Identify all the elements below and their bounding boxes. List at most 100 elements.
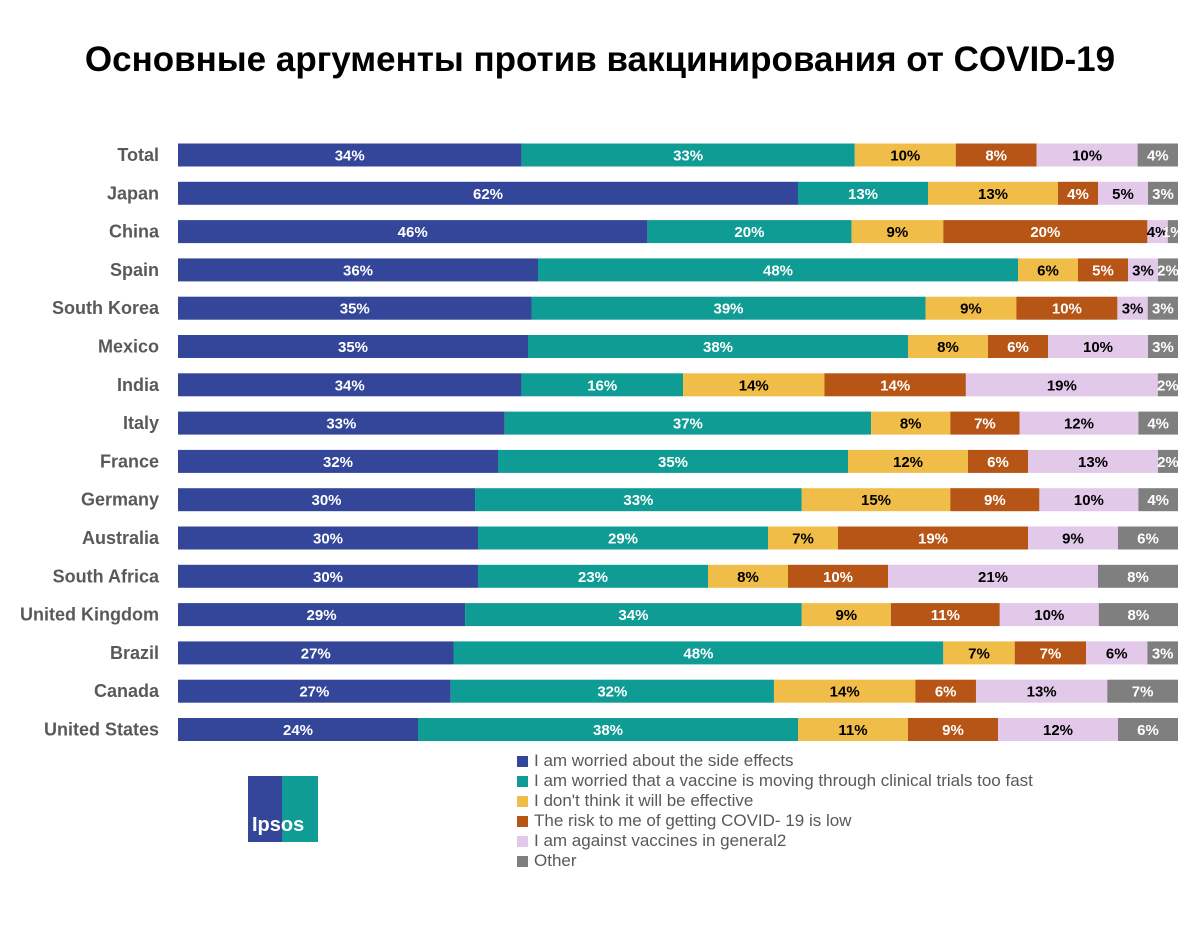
bar-segment-india-s0 (178, 373, 522, 397)
data-label-canada-s5: 7% (1132, 684, 1154, 701)
data-label-total-s1: 33% (673, 148, 703, 165)
data-label-china-s2: 9% (887, 224, 909, 241)
data-label-united-kingdom-s2: 9% (835, 607, 857, 624)
data-label-brazil-s2: 7% (968, 645, 990, 662)
data-label-germany-s0: 30% (311, 492, 341, 509)
category-label-south-korea: South Korea (52, 298, 160, 318)
data-label-canada-s1: 32% (597, 684, 627, 701)
data-label-brazil-s5: 3% (1152, 645, 1174, 662)
legend-swatch (517, 775, 528, 787)
data-label-japan-s4: 5% (1112, 186, 1134, 203)
data-label-spain-s2: 6% (1037, 262, 1059, 279)
data-label-mexico-s4: 10% (1083, 339, 1113, 356)
data-label-brazil-s3: 7% (1040, 645, 1062, 662)
legend-swatch (517, 815, 528, 827)
data-label-china-s1: 20% (734, 224, 764, 241)
bar-segment-spain-s1 (538, 258, 1018, 282)
bar-segment-australia-s5 (1118, 526, 1178, 550)
data-label-total-s5: 4% (1147, 148, 1169, 165)
data-label-united-states-s1: 38% (593, 722, 623, 739)
bar-segment-india-s1 (521, 373, 684, 397)
bar-segment-united-states-s3 (908, 718, 998, 741)
data-label-italy-s5: 4% (1147, 416, 1169, 433)
data-label-italy-s2: 8% (900, 416, 922, 433)
bar-segment-canada-s1 (450, 679, 774, 703)
data-label-italy-s3: 7% (974, 416, 996, 433)
data-label-canada-s4: 13% (1027, 684, 1057, 701)
legend-item: The risk to me of getting COVID- 19 is l… (517, 811, 1033, 831)
logo-text: Ipsos (252, 814, 305, 836)
data-label-china-s3: 20% (1030, 224, 1060, 241)
data-label-united-states-s5: 6% (1137, 722, 1159, 739)
bar-segment-australia-s1 (478, 526, 768, 550)
bar-segment-france-s4 (1028, 449, 1158, 473)
data-label-south-africa-s2: 8% (737, 569, 759, 586)
legend-item: Other (517, 851, 1033, 871)
bar-segment-south-korea-s5 (1147, 296, 1178, 320)
legend-swatch (517, 835, 528, 847)
data-label-china-s0: 46% (398, 224, 428, 241)
data-label-south-korea-s1: 39% (713, 301, 743, 318)
data-label-france-s0: 32% (323, 454, 353, 471)
data-label-south-africa-s3: 10% (823, 569, 853, 586)
legend-item: I am against vaccines in general2 (517, 831, 1033, 851)
bar-segment-south-africa-s3 (788, 564, 888, 588)
bar-segment-canada-s3 (915, 679, 976, 703)
data-label-united-kingdom-s0: 29% (307, 607, 337, 624)
bar-segment-japan-s0 (178, 181, 798, 205)
data-label-south-korea-s3: 10% (1052, 301, 1082, 318)
category-label-japan: Japan (107, 183, 159, 203)
bar-segment-total-s0 (178, 143, 522, 167)
data-label-china-s4: 4% (1147, 224, 1169, 241)
bar-segment-south-korea-s2 (925, 296, 1017, 320)
bar-segment-south-africa-s5 (1098, 564, 1178, 588)
bar-segment-france-s1 (498, 449, 848, 473)
data-label-australia-s5: 6% (1137, 531, 1159, 548)
legend-label: The risk to me of getting COVID- 19 is l… (534, 811, 852, 830)
data-label-brazil-s1: 48% (683, 645, 713, 662)
bar-segment-south-korea-s3 (1016, 296, 1118, 320)
bar-segment-mexico-s0 (178, 335, 528, 358)
bar-segment-canada-s5 (1107, 679, 1178, 703)
bar-segment-united-kingdom-s2 (801, 603, 891, 627)
data-label-japan-s0: 62% (473, 186, 503, 203)
data-label-mexico-s5: 3% (1152, 339, 1174, 356)
category-label-brazil: Brazil (110, 643, 159, 663)
bar-segment-italy-s0 (178, 411, 505, 435)
chart-title: Основные аргументы против вакцинирования… (84, 40, 1116, 79)
bar-segment-south-africa-s4 (888, 564, 1098, 588)
bar-segment-germany-s4 (1039, 488, 1139, 512)
bar-segment-italy-s2 (871, 411, 951, 435)
bar-segment-united-states-s4 (998, 718, 1118, 741)
bar-segment-south-africa-s1 (478, 564, 708, 588)
bar-segment-south-africa-s2 (708, 564, 788, 588)
data-label-france-s1: 35% (658, 454, 688, 471)
data-label-germany-s2: 15% (861, 492, 891, 509)
data-label-united-states-s3: 9% (942, 722, 964, 739)
bar-segment-brazil-s4 (1086, 641, 1148, 665)
bar-segment-china-s2 (851, 220, 944, 244)
bar-segment-germany-s0 (178, 488, 476, 512)
bar-segment-united-kingdom-s5 (1098, 603, 1178, 627)
bar-segment-germany-s5 (1138, 488, 1178, 512)
data-label-spain-s3: 5% (1092, 262, 1114, 279)
legend-label: Other (534, 851, 577, 870)
bar-segment-united-states-s0 (178, 718, 418, 741)
bar-segment-spain-s0 (178, 258, 538, 282)
legend-label: I am worried that a vaccine is moving th… (534, 771, 1033, 790)
bar-segment-united-kingdom-s1 (465, 603, 802, 627)
data-label-germany-s1: 33% (623, 492, 653, 509)
data-label-united-kingdom-s1: 34% (618, 607, 648, 624)
data-label-total-s0: 34% (335, 148, 365, 165)
category-label-mexico: Mexico (98, 337, 159, 357)
bar-segment-canada-s2 (773, 679, 916, 703)
data-label-australia-s0: 30% (313, 531, 343, 548)
data-label-italy-s4: 12% (1064, 416, 1094, 433)
bar-segment-india-s3 (824, 373, 966, 397)
bar-segment-germany-s2 (801, 488, 951, 512)
bar-segment-china-s5 (1167, 220, 1178, 244)
data-label-india-s3: 14% (880, 377, 910, 394)
bar-segment-australia-s3 (838, 526, 1028, 550)
data-label-total-s2: 10% (890, 148, 920, 165)
bar-segment-united-kingdom-s3 (890, 603, 1000, 627)
